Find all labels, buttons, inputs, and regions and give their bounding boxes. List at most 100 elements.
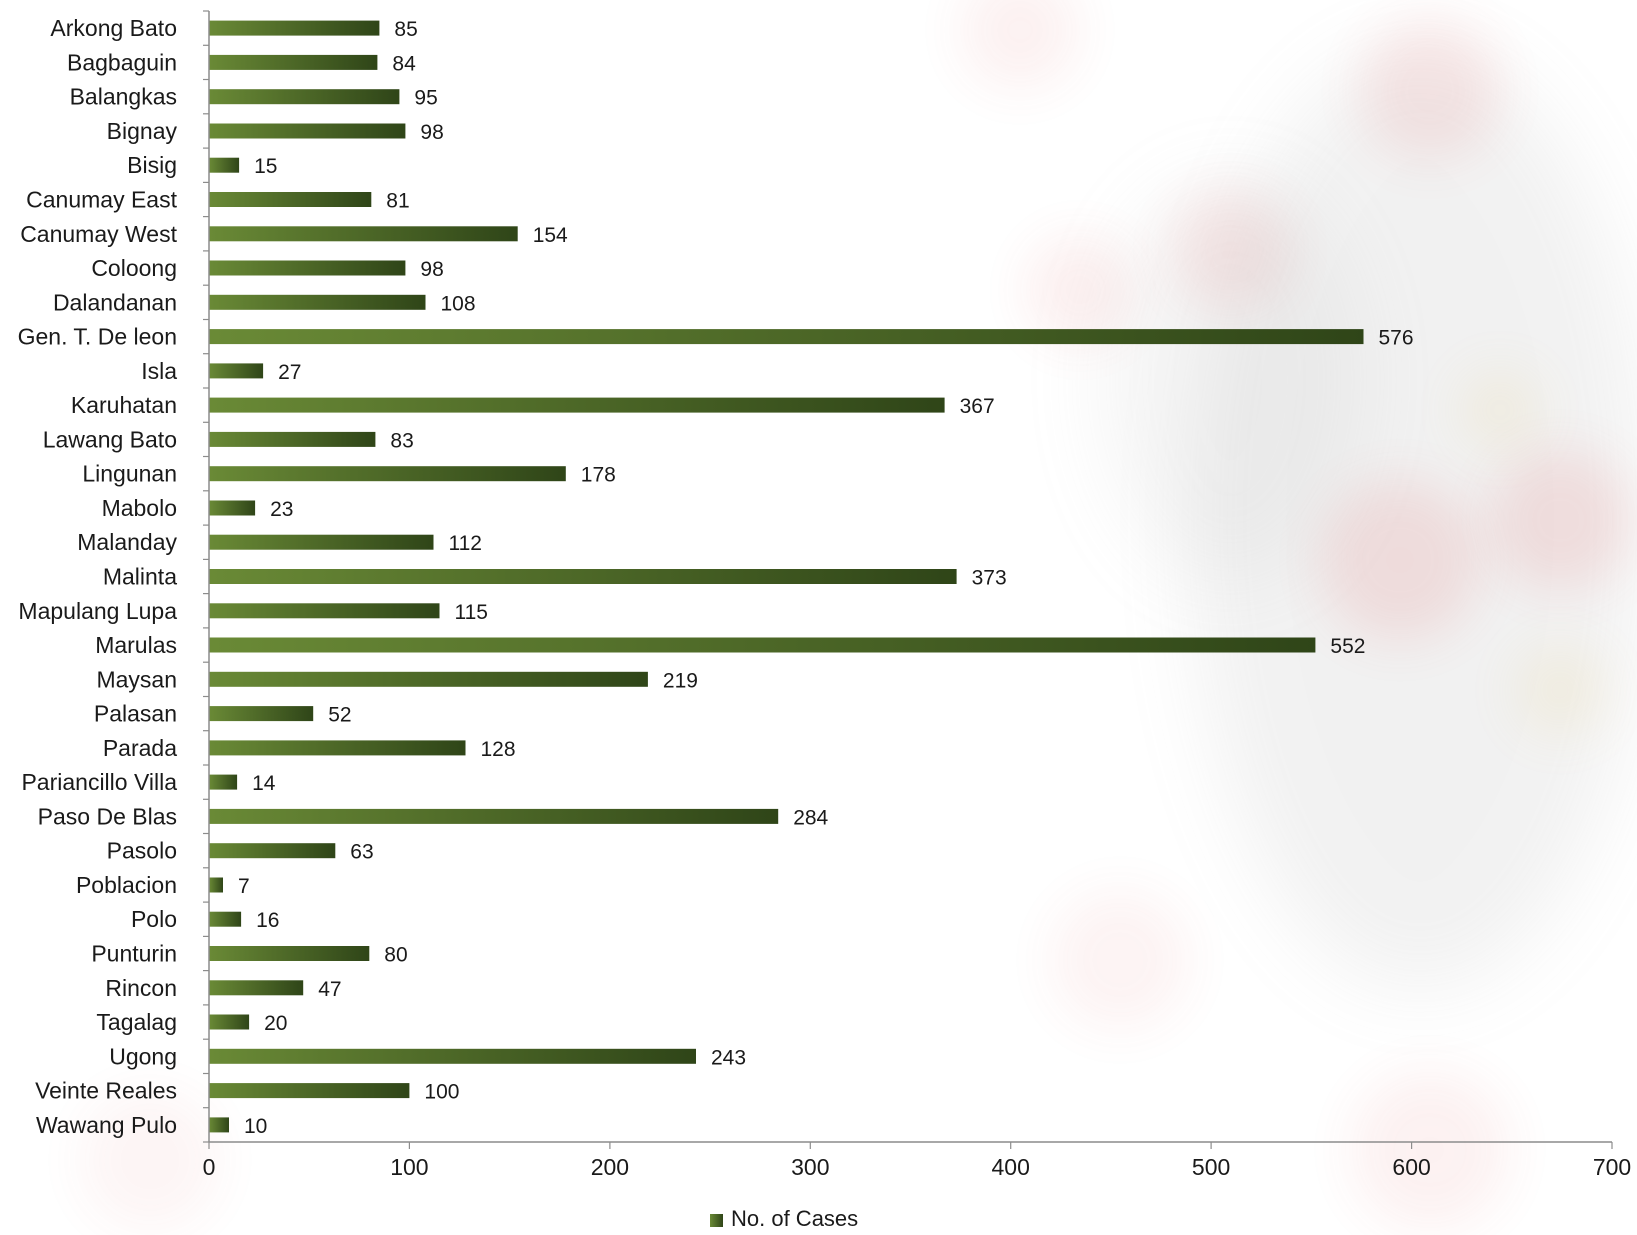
bar [209, 569, 957, 584]
bar [209, 226, 518, 242]
bar [209, 1117, 229, 1133]
value-label: 16 [256, 909, 279, 932]
bar [209, 877, 223, 893]
value-label: 63 [350, 841, 373, 864]
bar [209, 500, 256, 516]
bar [209, 603, 440, 619]
bars-layer [209, 20, 1364, 1133]
value-label: 112 [449, 532, 482, 555]
category-label: Punturin [91, 941, 177, 967]
category-label: Canumay West [20, 221, 177, 247]
category-label: Bisig [127, 152, 177, 178]
bar [209, 192, 372, 207]
value-label: 85 [394, 18, 417, 41]
value-label: 80 [384, 944, 407, 967]
bar [209, 911, 242, 927]
bar [209, 54, 378, 70]
x-tick-label: 0 [203, 1154, 216, 1180]
category-label: Rincon [105, 975, 177, 1001]
category-label: Tagalag [96, 1009, 177, 1035]
value-label: 20 [264, 1012, 287, 1035]
bar [209, 637, 1316, 653]
x-tick-label: 500 [1192, 1154, 1230, 1180]
bar [209, 671, 648, 687]
category-label: Balangkas [70, 84, 177, 110]
category-label: Mapulang Lupa [18, 598, 177, 624]
value-label: 84 [392, 52, 416, 75]
value-label: 576 [1379, 327, 1414, 350]
x-tick-label: 400 [992, 1154, 1030, 1180]
value-label: 7 [238, 875, 250, 898]
value-label: 367 [960, 395, 995, 418]
value-label: 100 [424, 1081, 459, 1104]
category-label: Malinta [103, 564, 177, 590]
x-tick-label: 300 [791, 1154, 829, 1180]
category-label: Lingunan [82, 461, 177, 487]
bar [209, 123, 406, 139]
value-label: 154 [533, 224, 568, 247]
value-label: 373 [972, 567, 1007, 590]
bar [209, 1014, 250, 1030]
category-label: Marulas [95, 632, 177, 658]
bar [209, 706, 314, 722]
category-label: Mabolo [102, 495, 177, 521]
bar [209, 294, 426, 310]
legend-label: No. of Cases [731, 1206, 858, 1231]
x-tick-label: 100 [390, 1154, 428, 1180]
category-label: Wawang Pulo [36, 1112, 177, 1138]
category-label: Bignay [107, 118, 178, 144]
value-label: 81 [386, 190, 409, 213]
legend-swatch [710, 1214, 723, 1227]
background-decoration [80, 0, 1637, 1230]
value-labels: 85 84 95 98 15 81 154 98 108 576 27 367 83 178 23 112 37… [238, 18, 1414, 1138]
category-label: Malanday [77, 529, 177, 555]
value-label: 47 [318, 978, 341, 1001]
bar [209, 774, 238, 790]
bar [209, 1083, 410, 1099]
category-label: Lawang Bato [43, 426, 177, 452]
legend: No. of Cases [710, 1206, 858, 1231]
value-label: 15 [254, 155, 277, 178]
category-label: Coloong [91, 255, 177, 281]
value-label: 243 [711, 1046, 746, 1069]
bar [209, 397, 945, 413]
x-tick-label: 200 [591, 1154, 629, 1180]
category-label: Parada [103, 735, 177, 761]
value-label: 95 [414, 87, 437, 110]
bar [209, 20, 380, 36]
category-label: Palasan [94, 701, 177, 727]
bar [209, 157, 240, 173]
bar [209, 1048, 696, 1064]
bar [209, 843, 336, 859]
category-label: Paso De Blas [38, 803, 177, 829]
category-label: Ugong [109, 1043, 177, 1069]
category-label: Karuhatan [71, 392, 177, 418]
value-label: 128 [481, 738, 516, 761]
bar [209, 534, 434, 550]
category-label: Pasolo [107, 838, 177, 864]
category-label: Arkong Bato [50, 15, 177, 41]
axes-layer: 0 100 200 300 400 500 600 700 [203, 10, 1631, 1180]
category-label: Poblacion [76, 872, 177, 898]
bar [209, 740, 466, 756]
bar [209, 329, 1364, 345]
category-label: Dalandanan [53, 289, 177, 315]
value-label: 284 [793, 806, 828, 829]
bar [209, 89, 400, 105]
value-label: 83 [390, 429, 413, 452]
category-label: Pariancillo Villa [21, 769, 177, 795]
value-label: 14 [252, 772, 276, 795]
value-label: 10 [244, 1115, 267, 1138]
category-label: Isla [141, 358, 177, 384]
value-label: 98 [420, 121, 443, 144]
value-label: 115 [455, 601, 488, 624]
bar [209, 980, 304, 996]
bar [209, 946, 370, 961]
category-labels: Arkong Bato Bagbaguin Balangkas Bignay Bisig… [18, 15, 178, 1138]
category-label: Maysan [96, 666, 177, 692]
category-label: Bagbaguin [67, 49, 177, 75]
value-label: 178 [581, 464, 616, 487]
value-label: 98 [420, 258, 443, 281]
category-label: Polo [131, 906, 177, 932]
